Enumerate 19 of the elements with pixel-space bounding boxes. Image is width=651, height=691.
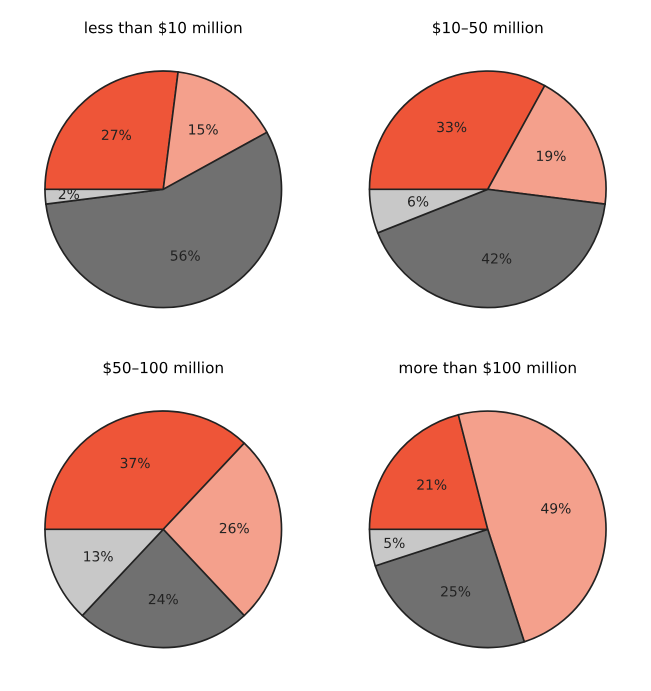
data-label: 5% xyxy=(384,538,405,548)
data-label: 49% xyxy=(541,503,571,514)
data-label: 26% xyxy=(220,522,249,534)
data-label: 24% xyxy=(148,594,178,604)
chart-title: $50–100 million xyxy=(104,362,223,376)
chart-title: $10–50 million xyxy=(433,22,542,36)
data-label: 27% xyxy=(102,130,131,140)
data-label: 25% xyxy=(441,586,470,597)
data-label: 56% xyxy=(170,250,200,261)
data-label: 15% xyxy=(189,124,218,135)
data-label: 37% xyxy=(120,458,150,468)
data-label: 6% xyxy=(408,196,428,207)
data-label: 42% xyxy=(482,253,512,264)
chart-title: less than $10 million xyxy=(85,22,242,36)
data-label: 21% xyxy=(417,479,446,490)
chart-title: more than $100 million xyxy=(400,362,576,376)
data-label: 13% xyxy=(84,551,113,562)
data-label: 33% xyxy=(437,122,466,132)
data-label: 19% xyxy=(537,150,566,162)
